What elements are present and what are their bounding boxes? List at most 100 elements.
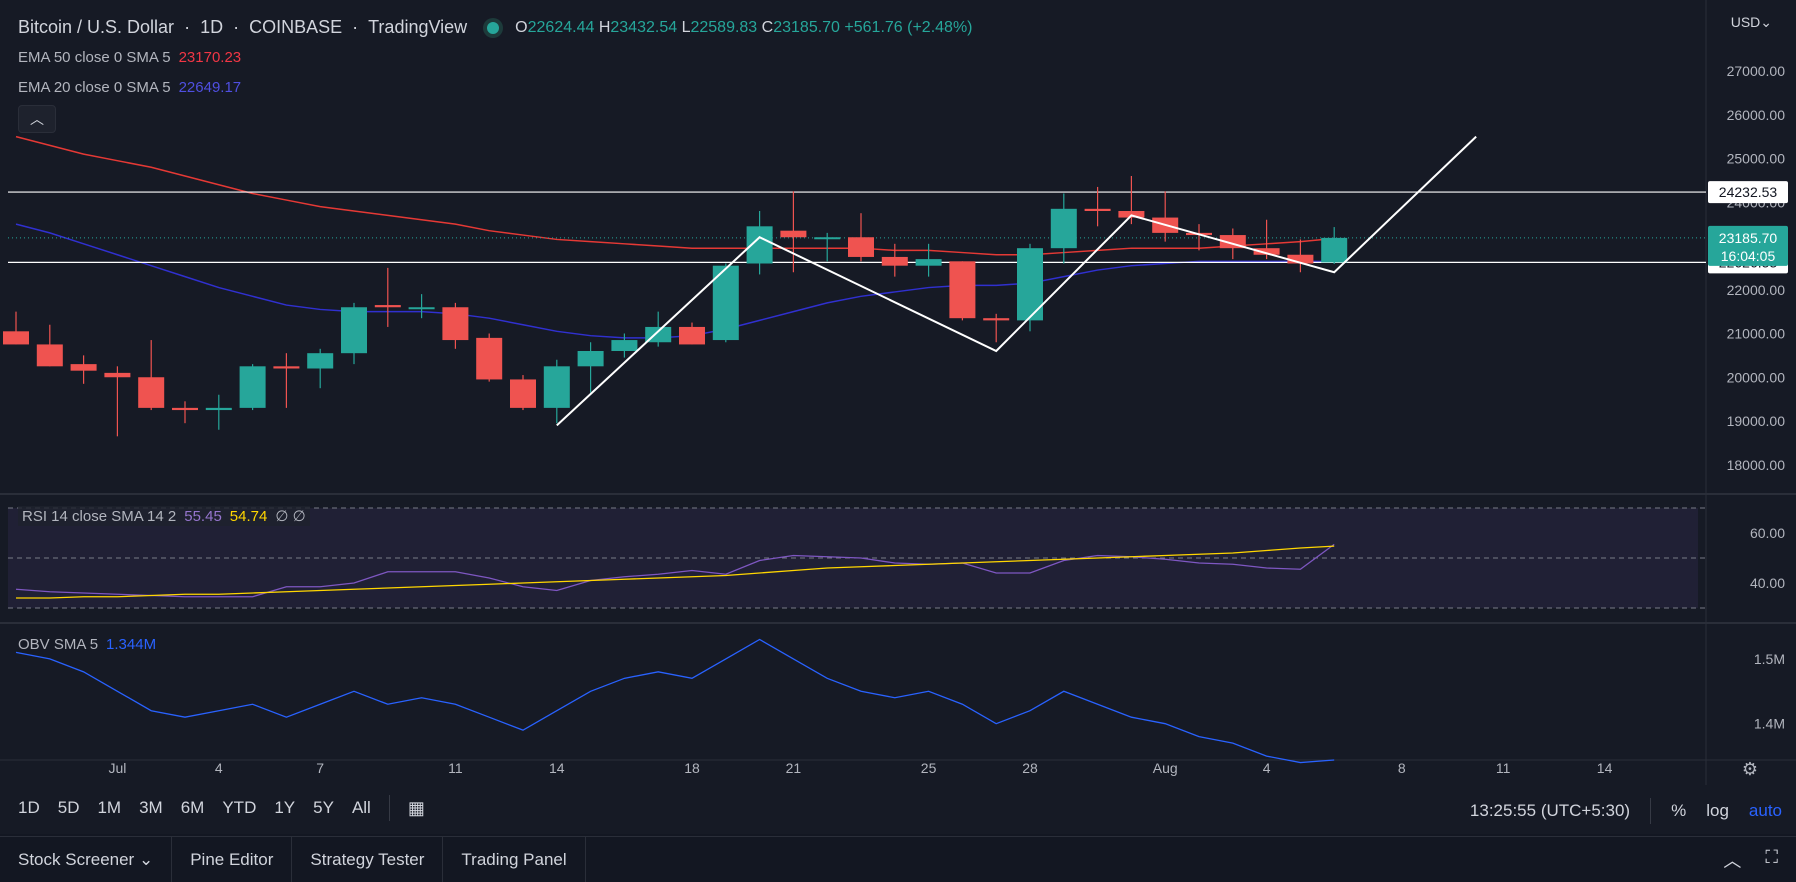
rsi-tick-label: 40.00 [1750, 575, 1785, 591]
tab-strategy-tester[interactable]: Strategy Tester [292, 837, 444, 882]
time-tick-label: 11 [448, 760, 463, 776]
tf-ytd[interactable]: YTD [222, 798, 257, 817]
obv-tick-label: 1.4M [1754, 716, 1785, 732]
time-tick-label: 28 [1022, 760, 1038, 776]
symbol-name[interactable]: Bitcoin / U.S. Dollar [18, 17, 175, 37]
candle-up [814, 237, 841, 240]
countdown-label: 16:04:05 [1721, 248, 1776, 264]
candle-up [341, 307, 367, 354]
tab-pine-editor[interactable]: Pine Editor [172, 837, 293, 882]
toolbar-divider [388, 795, 390, 821]
obv-label: OBV SMA 5 [18, 636, 99, 653]
ema20-value: 22649.17 [178, 79, 242, 96]
ohlc-low: 22589.83 [690, 18, 758, 36]
chart-area[interactable]: 27000.0026000.0025000.0024000.0023000.00… [0, 0, 1796, 834]
tf-6m[interactable]: 6M [180, 798, 205, 817]
rsi-sma-line [16, 545, 1335, 599]
candle-up [611, 340, 638, 351]
rsi-legend[interactable]: RSI 14 close SMA 14 2 55.45 54.74 ∅ ∅ [18, 506, 310, 526]
rsi-line [15, 543, 1335, 598]
ohlc-change: +561.76 (+2.48%) [844, 18, 973, 36]
collapse-legend-button[interactable]: ︿ [18, 105, 56, 133]
price-tick-label: 20000.00 [1727, 369, 1786, 385]
timeframe-buttons: 1D 5D 1M 3M 6M YTD 1Y 5Y All [18, 798, 371, 818]
time-tick-label: 11 [1496, 760, 1511, 776]
ohlc-high: 23432.54 [610, 18, 678, 36]
log-toggle[interactable]: log [1706, 801, 1729, 820]
ema20-label: EMA 20 close 0 SMA 5 [18, 79, 171, 96]
chevron-down-icon: ⌄ [138, 850, 154, 869]
ema50-legend[interactable]: EMA 50 close 0 SMA 5 23170.23 [18, 49, 241, 66]
ema50-value: 23170.23 [178, 49, 242, 66]
obv-legend[interactable]: OBV SMA 5 1.344M [18, 636, 156, 653]
auto-toggle[interactable]: auto [1748, 801, 1782, 820]
price-tick-label: 21000.00 [1727, 326, 1786, 342]
panel-controls: ︿ ⛶ [1723, 847, 1778, 873]
candle-down [1084, 208, 1111, 211]
time-tick-label: 7 [316, 760, 324, 776]
maximize-icon[interactable]: ⛶ [1765, 847, 1778, 867]
rsi-tick-label: 60.00 [1750, 525, 1785, 541]
time-tick-label: 4 [215, 760, 223, 776]
source-label: TradingView [368, 17, 468, 37]
tf-5d[interactable]: 5D [57, 798, 80, 817]
tab-trading-panel[interactable]: Trading Panel [443, 837, 586, 882]
candle-down [3, 331, 29, 345]
market-status-icon[interactable] [487, 21, 500, 34]
tf-5y[interactable]: 5Y [313, 798, 334, 817]
candle-up [915, 259, 942, 266]
chart-canvas[interactable]: 27000.0026000.0025000.0024000.0023000.00… [0, 0, 1796, 834]
candle-up [408, 307, 435, 310]
candle-down [104, 372, 131, 378]
ohlc-close: 23185.70 [773, 18, 840, 36]
clock-time[interactable]: 13:25:55 (UTC+5:30) [1469, 801, 1631, 820]
rsi-extra: ∅ ∅ [275, 508, 306, 525]
ohlc-values: O22624.44 H23432.54 L22589.83 C23185.70 … [515, 18, 973, 36]
candle-down [442, 307, 469, 341]
chevron-up-icon: ︿ [30, 111, 44, 127]
currency-selector[interactable]: USD⌄ [1731, 14, 1772, 31]
tf-3m[interactable]: 3M [139, 798, 163, 817]
interval-label[interactable]: 1D [200, 17, 224, 37]
ema50-label: EMA 50 close 0 SMA 5 [18, 49, 171, 66]
toolbar-right: 13:25:55 (UTC+5:30) % log auto [1470, 798, 1782, 824]
tf-1y[interactable]: 1Y [274, 798, 296, 817]
time-tick-label: 14 [549, 760, 565, 776]
candle-down [881, 256, 908, 266]
settings-gear-icon[interactable]: ⚙ [1742, 759, 1758, 779]
candle-down [1287, 254, 1314, 264]
percent-toggle[interactable]: % [1671, 801, 1687, 820]
tab-stock-screener[interactable]: Stock Screener ⌄ [0, 837, 173, 882]
level-label: 24232.53 [1719, 184, 1778, 200]
time-tick-label: 14 [1597, 760, 1613, 776]
candle-up [543, 366, 570, 408]
tf-1d[interactable]: 1D [18, 798, 40, 817]
candle-up [712, 265, 739, 341]
ema20-legend[interactable]: EMA 20 close 0 SMA 5 22649.17 [18, 79, 241, 96]
tf-all[interactable]: All [351, 798, 371, 817]
chevron-up-icon[interactable]: ︿ [1723, 851, 1742, 871]
bottom-panel-tabs: Stock Screener ⌄ Pine Editor Strategy Te… [0, 836, 1796, 882]
candle-up [239, 366, 266, 408]
time-tick-label: Jul [108, 760, 126, 776]
calendar-icon[interactable]: ▦ [407, 797, 425, 818]
level-label-box [1708, 181, 1788, 204]
candle-up [205, 407, 232, 411]
candle-down [374, 305, 401, 308]
rsi-value: 55.45 [184, 508, 222, 525]
price-tick-label: 22000.00 [1727, 282, 1786, 298]
rsi-sma-value: 54.74 [229, 508, 268, 525]
candle-down [476, 337, 503, 380]
candle-up [307, 353, 334, 369]
tf-1m[interactable]: 1M [97, 798, 122, 817]
candle-down [138, 377, 165, 408]
candle-up [1050, 208, 1077, 249]
candle-down [273, 366, 300, 369]
candle-down [70, 364, 97, 371]
toolbar-divider-2 [1650, 798, 1652, 824]
candle-down [679, 326, 705, 345]
candle-down [780, 230, 807, 238]
candle-down [949, 261, 976, 319]
obv-tick-label: 1.5M [1754, 651, 1785, 667]
pattern-drawing [556, 135, 1477, 427]
